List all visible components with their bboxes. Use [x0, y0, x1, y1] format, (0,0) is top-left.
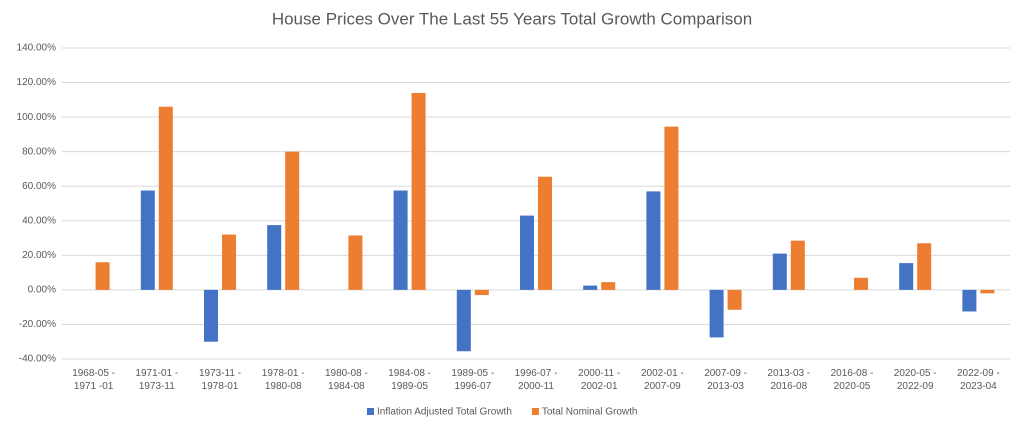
- bar: [285, 151, 300, 290]
- bar: [474, 289, 489, 296]
- bar: [727, 289, 742, 310]
- bar: [854, 277, 868, 290]
- y-tick-label: 20.00%: [22, 250, 56, 261]
- legend-label: Total Nominal Growth: [542, 407, 638, 418]
- bar: [95, 262, 110, 290]
- x-tick-label: 1978-01 - 1980-08: [261, 368, 305, 392]
- bar: [348, 235, 363, 290]
- bar: [222, 234, 236, 290]
- bar: [267, 225, 282, 290]
- bar: [772, 253, 787, 290]
- chart-title: House Prices Over The Last 55 Years Tota…: [272, 9, 752, 28]
- x-tick-label: 1984-08 - 1989-05: [388, 368, 431, 392]
- bar: [601, 282, 616, 290]
- y-tick-label: 100.00%: [17, 112, 57, 123]
- bar: [204, 289, 218, 342]
- bar: [583, 285, 598, 290]
- bar: [456, 289, 471, 352]
- bar: [709, 289, 724, 338]
- y-tick-label: 140.00%: [17, 43, 57, 54]
- y-tick-label: 80.00%: [22, 146, 56, 157]
- x-tick-label: 2013-03 - 2016-08: [767, 368, 811, 392]
- bar: [962, 289, 977, 312]
- legend-swatch: [367, 408, 374, 415]
- x-tick-label: 2000-11 - 2002-01: [578, 368, 621, 392]
- x-tick-label: 2020-05 - 2022-09: [893, 368, 937, 392]
- x-tick-label: 2007-09 - 2013-03: [704, 368, 747, 392]
- x-tick-label: 2022-09 - 2023-04: [956, 368, 1000, 392]
- bar: [664, 126, 679, 290]
- bar: [790, 240, 805, 290]
- legend-label: Inflation Adjusted Total Growth: [377, 407, 512, 418]
- x-tick-label: 1989-05 - 1996-07: [451, 368, 495, 392]
- bar: [140, 190, 155, 290]
- x-tick-label: 1980-08 - 1984-08: [324, 368, 368, 392]
- bar: [538, 176, 552, 290]
- bar: [411, 92, 426, 290]
- bar: [917, 243, 932, 290]
- x-tick-label: 1968-05 - 1971 -01: [72, 368, 115, 392]
- bar: [158, 106, 173, 290]
- y-tick-label: 40.00%: [22, 215, 56, 226]
- y-tick-label: 120.00%: [17, 77, 57, 88]
- x-tick-label: 2016-08 - 2020-05: [830, 368, 874, 392]
- bar: [899, 263, 914, 290]
- y-tick-label: -40.00%: [19, 354, 56, 365]
- y-tick-label: 0.00%: [28, 285, 56, 296]
- x-tick-label: 1971-01 - 1973-11: [135, 368, 179, 392]
- x-tick-label: 1973-11 - 1978-01: [198, 368, 242, 392]
- bar: [520, 215, 534, 290]
- bar: [646, 191, 661, 290]
- legend-swatch: [531, 408, 539, 415]
- bar: [393, 190, 408, 290]
- bar: [980, 289, 995, 294]
- y-tick-label: -20.00%: [19, 319, 56, 330]
- y-tick-label: 60.00%: [22, 181, 56, 192]
- x-tick-label: 2002-01 - 2007-09: [640, 368, 684, 392]
- x-tick-label: 1996-07 - 2000-11: [514, 368, 558, 392]
